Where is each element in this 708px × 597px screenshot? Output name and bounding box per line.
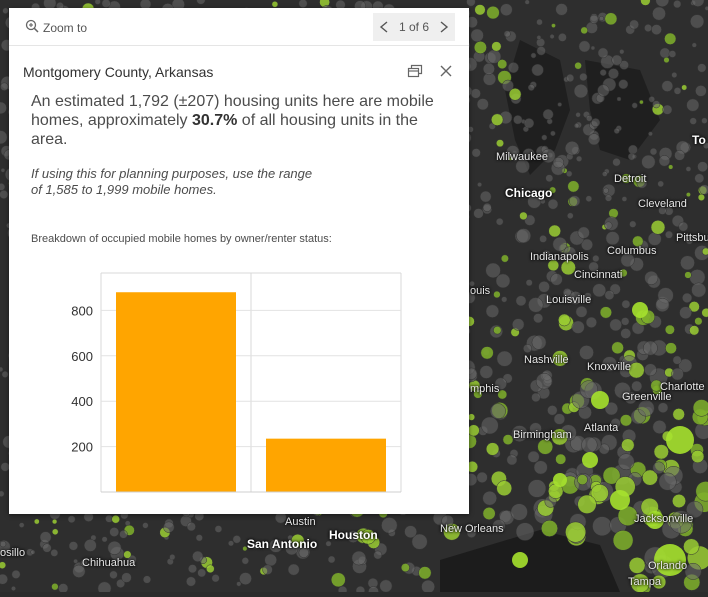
- description-percent: 30.7%: [192, 112, 237, 129]
- city-label-jacksonville: Jacksonville: [634, 514, 693, 525]
- city-label-knoxville: Knoxville: [587, 362, 631, 373]
- city-label-indianapolis: Indianapolis: [530, 252, 589, 263]
- chart-bar[interactable]: [266, 439, 386, 492]
- zoom-in-icon: [25, 19, 39, 36]
- zoom-to-button[interactable]: Zoom to: [25, 19, 87, 36]
- city-label-memphis: mphis: [470, 384, 499, 395]
- city-label-columbus: Columbus: [607, 246, 657, 257]
- city-label-austin: Austin: [285, 517, 316, 528]
- y-tick-label: 200: [71, 440, 93, 455]
- pager-count: 1 of 6: [399, 20, 429, 34]
- dock-icon[interactable]: [407, 64, 423, 83]
- y-tick-label: 400: [71, 394, 93, 409]
- chart-bar[interactable]: [116, 292, 236, 492]
- city-label-chicago: Chicago: [505, 187, 552, 199]
- city-label-cleveland: Cleveland: [638, 199, 687, 210]
- city-label-stlouis: ouis: [470, 286, 490, 297]
- planning-note-line-2: of 1,585 to 1,999 mobile homes.: [31, 182, 217, 197]
- popup-description: An estimated 1,792 (±207) housing units …: [31, 92, 451, 149]
- bar-chart: 200 400 600 800: [49, 260, 419, 500]
- city-label-cincinnati: Cincinnati: [574, 270, 622, 281]
- popup-panel: Zoom to 1 of 6 Montgomery County, Arkans…: [9, 8, 469, 514]
- planning-note-line-1: If using this for planning purposes, use…: [31, 166, 312, 181]
- popup-header-bar: Zoom to 1 of 6: [9, 8, 469, 46]
- city-label-nashville: Nashville: [524, 355, 569, 366]
- popup-title: Montgomery County, Arkansas: [23, 64, 213, 80]
- close-icon[interactable]: [439, 64, 453, 83]
- city-label-pittsburgh: Pittsbu: [676, 233, 708, 244]
- city-label-orlando: Orlando: [648, 561, 687, 572]
- city-label-louisville: Louisville: [546, 295, 591, 306]
- city-label-toronto: To: [692, 134, 706, 146]
- zoom-to-label: Zoom to: [43, 21, 87, 35]
- city-label-houston: Houston: [329, 529, 378, 541]
- y-tick-label: 600: [71, 349, 93, 364]
- city-label-chihuahua: Chihuahua: [82, 558, 135, 569]
- city-label-tampa: Tampa: [628, 577, 661, 588]
- city-label-sanantonio: San Antonio: [247, 538, 317, 550]
- city-label-hermosillo: osillo: [0, 548, 25, 559]
- city-label-atlanta: Atlanta: [584, 423, 618, 434]
- city-label-detroit: Detroit: [614, 174, 646, 185]
- planning-note: If using this for planning purposes, use…: [31, 166, 361, 198]
- chart-heading: Breakdown of occupied mobile homes by ow…: [31, 233, 332, 245]
- city-label-birmingham: Birmingham: [513, 430, 572, 441]
- previous-feature-icon[interactable]: [379, 21, 389, 33]
- popup-title-bar: Montgomery County, Arkansas: [9, 56, 469, 86]
- city-label-neworleans: New Orleans: [440, 524, 504, 535]
- next-feature-icon[interactable]: [439, 21, 449, 33]
- feature-pager: 1 of 6: [373, 13, 455, 41]
- city-label-greenville: Greenville: [622, 392, 672, 403]
- city-label-milwaukee: Milwaukee: [496, 152, 548, 163]
- y-tick-label: 800: [71, 303, 93, 318]
